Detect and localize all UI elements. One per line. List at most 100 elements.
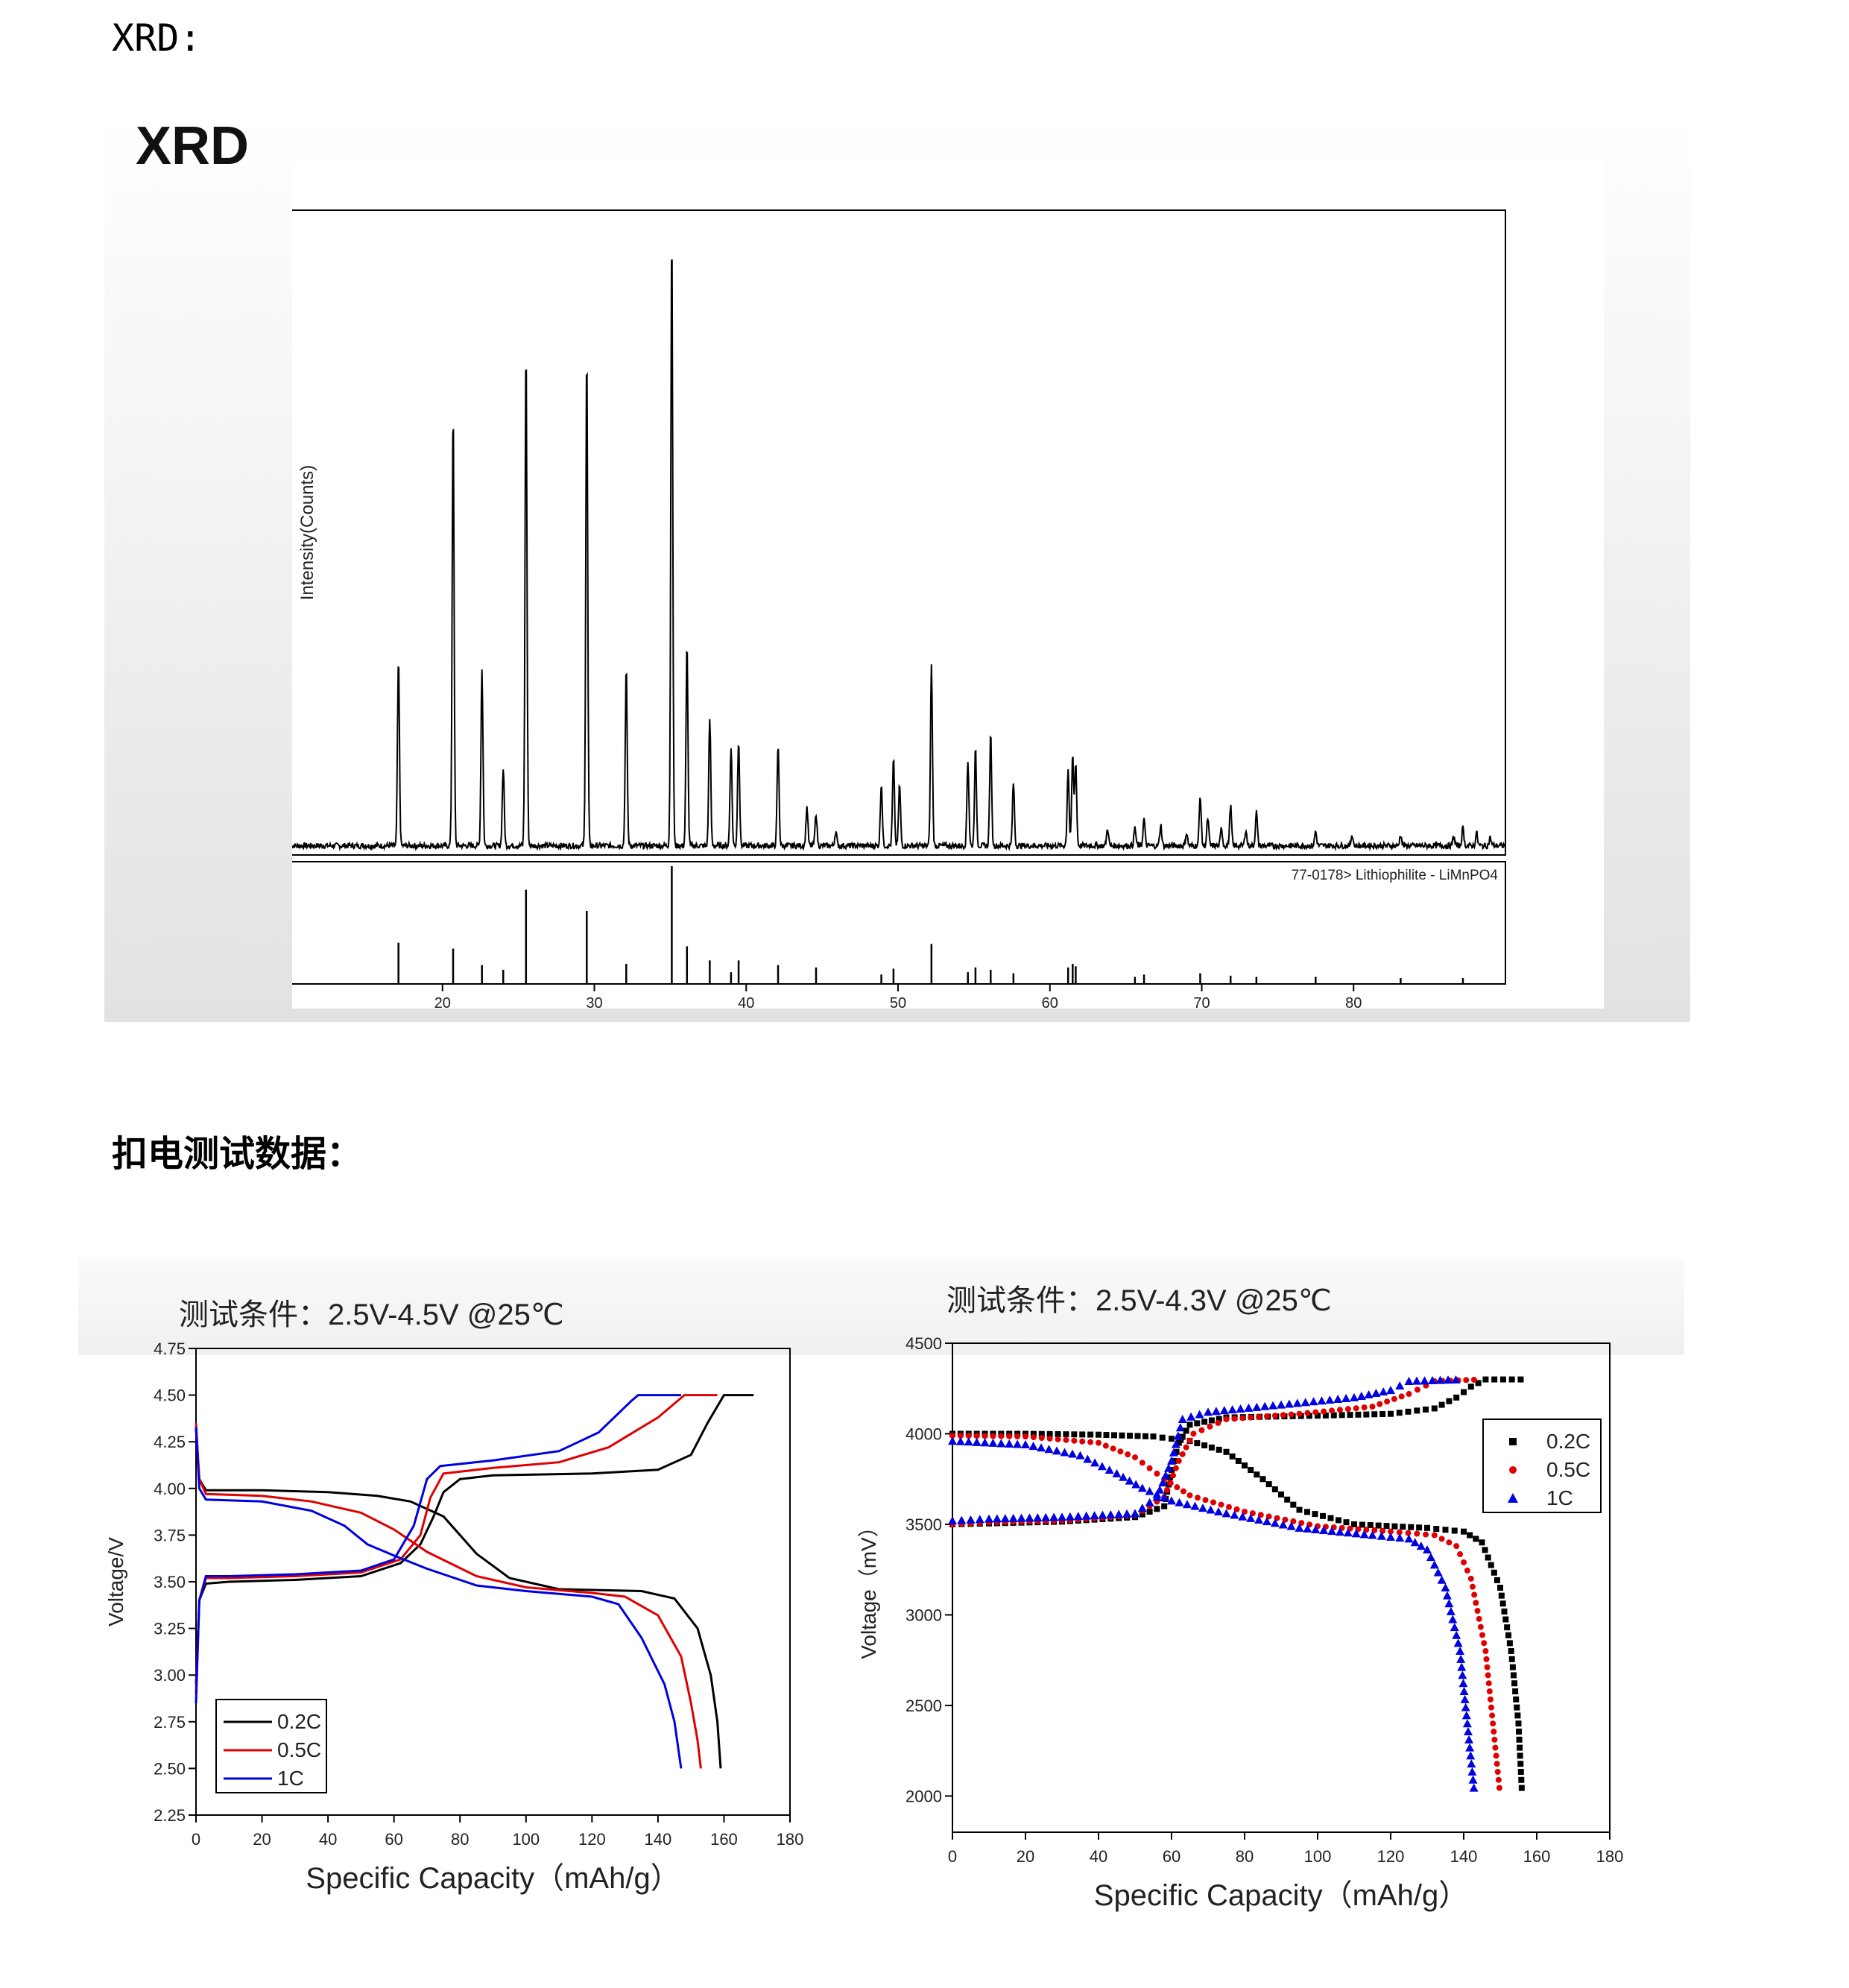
xrd-heading: XRD: <box>112 16 202 60</box>
x-tick-label: 0 <box>192 1830 200 1849</box>
series-0.2C-point <box>1235 1457 1242 1464</box>
series-0.2C-point <box>1367 1522 1374 1529</box>
series-1C-point <box>1467 1767 1477 1776</box>
series-1C-point <box>1317 1396 1327 1405</box>
series-0.2C-point <box>1516 1729 1523 1735</box>
series-0.2C-point <box>1161 1503 1168 1509</box>
legend-swatch-0.5C <box>1509 1466 1517 1474</box>
series-1C-point <box>1122 1509 1132 1518</box>
series-1C-point <box>1106 1510 1116 1519</box>
series-0.5C-point <box>1055 1436 1061 1442</box>
series-0.2C-point <box>1518 1776 1525 1783</box>
series-0.5C-point <box>1290 1518 1297 1524</box>
series-1C-point <box>1083 1454 1093 1463</box>
series-0.2C-point <box>1312 1511 1318 1518</box>
series-1C-point <box>1198 1503 1207 1512</box>
series-0.5C-point <box>1384 1398 1391 1405</box>
y-tick-label: 3.25 <box>154 1620 186 1638</box>
series-0.2C-point <box>1491 1376 1498 1383</box>
series-0.5C-point <box>982 1433 988 1439</box>
series-0.5C-point <box>1071 1437 1078 1444</box>
legend-swatch-1C <box>1508 1493 1518 1503</box>
series-1C-point <box>1119 1472 1128 1481</box>
x-tick-label: 100 <box>512 1830 540 1849</box>
xrd-x-tick-label: 80 <box>1345 995 1362 1009</box>
series-1C-point <box>1429 1560 1439 1569</box>
series-0.2C-point <box>1186 1421 1193 1428</box>
series-1C-point <box>1467 1759 1476 1768</box>
x-axis-label: Specific Capacity（mAh/g） <box>1094 1879 1468 1912</box>
series-1C-point <box>1195 1410 1204 1419</box>
series-0.5C-point <box>1274 1515 1280 1521</box>
x-tick-label: 60 <box>1163 1847 1180 1866</box>
series-1C-point <box>1453 1638 1463 1647</box>
series-1C-point <box>1190 1501 1200 1510</box>
y-tick-label: 3000 <box>905 1606 942 1624</box>
x-tick-label: 160 <box>710 1830 738 1849</box>
series-1C-point <box>1395 1533 1405 1542</box>
series-0.2C-point <box>1046 1430 1053 1437</box>
series-0.2C-point <box>1142 1433 1148 1439</box>
x-tick-label: 60 <box>385 1830 402 1849</box>
plot-frame <box>952 1342 1611 1833</box>
legend-box <box>215 1699 327 1793</box>
series-1C-point <box>1468 1775 1478 1784</box>
series-0.5C-point <box>1169 1472 1176 1479</box>
series-1C-point <box>1284 1399 1294 1408</box>
series-1C-point <box>1452 1630 1461 1639</box>
series-0.2C-point <box>1488 1562 1494 1568</box>
series-0.5C-point <box>1110 1445 1116 1452</box>
series-0.5C-point <box>1248 1414 1254 1421</box>
series-0.2C-point <box>1516 1736 1523 1743</box>
xrd-reference-label: 77-0178> Lithiophilite - LiMnPO4 <box>1292 868 1499 883</box>
series-0.5C-point <box>1186 1492 1193 1499</box>
series-0.2C-point <box>1315 1413 1321 1419</box>
series-0.5C-point <box>1223 1416 1230 1423</box>
series-1C-point <box>1404 1534 1414 1543</box>
series-1C-point <box>992 1514 1002 1523</box>
series-0.5C-point <box>1256 1413 1262 1420</box>
series-0.2C-point <box>1229 1453 1236 1460</box>
series-0.2C-point <box>1512 1688 1519 1695</box>
series-1C-point <box>1060 1448 1069 1457</box>
series-1C-charge-line <box>195 1394 681 1703</box>
series-1C-point <box>1268 1401 1278 1410</box>
series-1C-point <box>1169 1448 1178 1457</box>
series-0.2C-point <box>1482 1547 1488 1553</box>
series-1C-point <box>1451 1375 1461 1383</box>
series-0.5C-point <box>1453 1543 1460 1550</box>
series-0.5C-point <box>1183 1444 1189 1451</box>
series-0.5C-point <box>1493 1752 1499 1759</box>
series-0.5C-point <box>1379 1527 1386 1534</box>
series-0.2C-point <box>1514 1712 1521 1719</box>
series-0.2C-point <box>1223 1448 1230 1455</box>
series-0.2C-point <box>1201 1442 1208 1449</box>
series-1C-point <box>1460 1694 1470 1703</box>
series-0.5C-point <box>1146 1465 1153 1471</box>
series-1C-point <box>1246 1513 1256 1522</box>
series-0.2C-point <box>1515 1720 1522 1727</box>
series-0.2C-point <box>1351 1521 1357 1527</box>
series-0.2C-point <box>1438 1401 1445 1408</box>
series-1C-point <box>1230 1510 1239 1519</box>
series-0.2C-point <box>1400 1524 1406 1530</box>
series-0.5C-point <box>1298 1520 1305 1527</box>
series-0.5C-point <box>1369 1404 1376 1410</box>
series-1C-point <box>966 1515 976 1524</box>
series-1C-point <box>1238 1512 1248 1521</box>
series-1C-point <box>1441 1583 1450 1591</box>
series-0.5C-point <box>1207 1423 1213 1430</box>
series-0.2C-point <box>1304 1509 1310 1515</box>
series-0.5C-point <box>1457 1551 1464 1558</box>
series-0.5C-point <box>973 1433 980 1439</box>
series-0.2C-point <box>1517 1744 1523 1751</box>
series-1C-point <box>1065 1512 1075 1521</box>
xrd-main-frame <box>290 209 1506 856</box>
series-0.2C-point <box>1306 1413 1312 1419</box>
series-1C-point <box>1178 1415 1187 1424</box>
series-1C-point <box>1037 1443 1046 1452</box>
series-0.2C-point <box>1511 1680 1518 1687</box>
series-0.2C-point <box>1159 1434 1166 1441</box>
series-0.2C-point <box>1501 1608 1508 1615</box>
series-0.5C-point <box>1495 1776 1502 1783</box>
